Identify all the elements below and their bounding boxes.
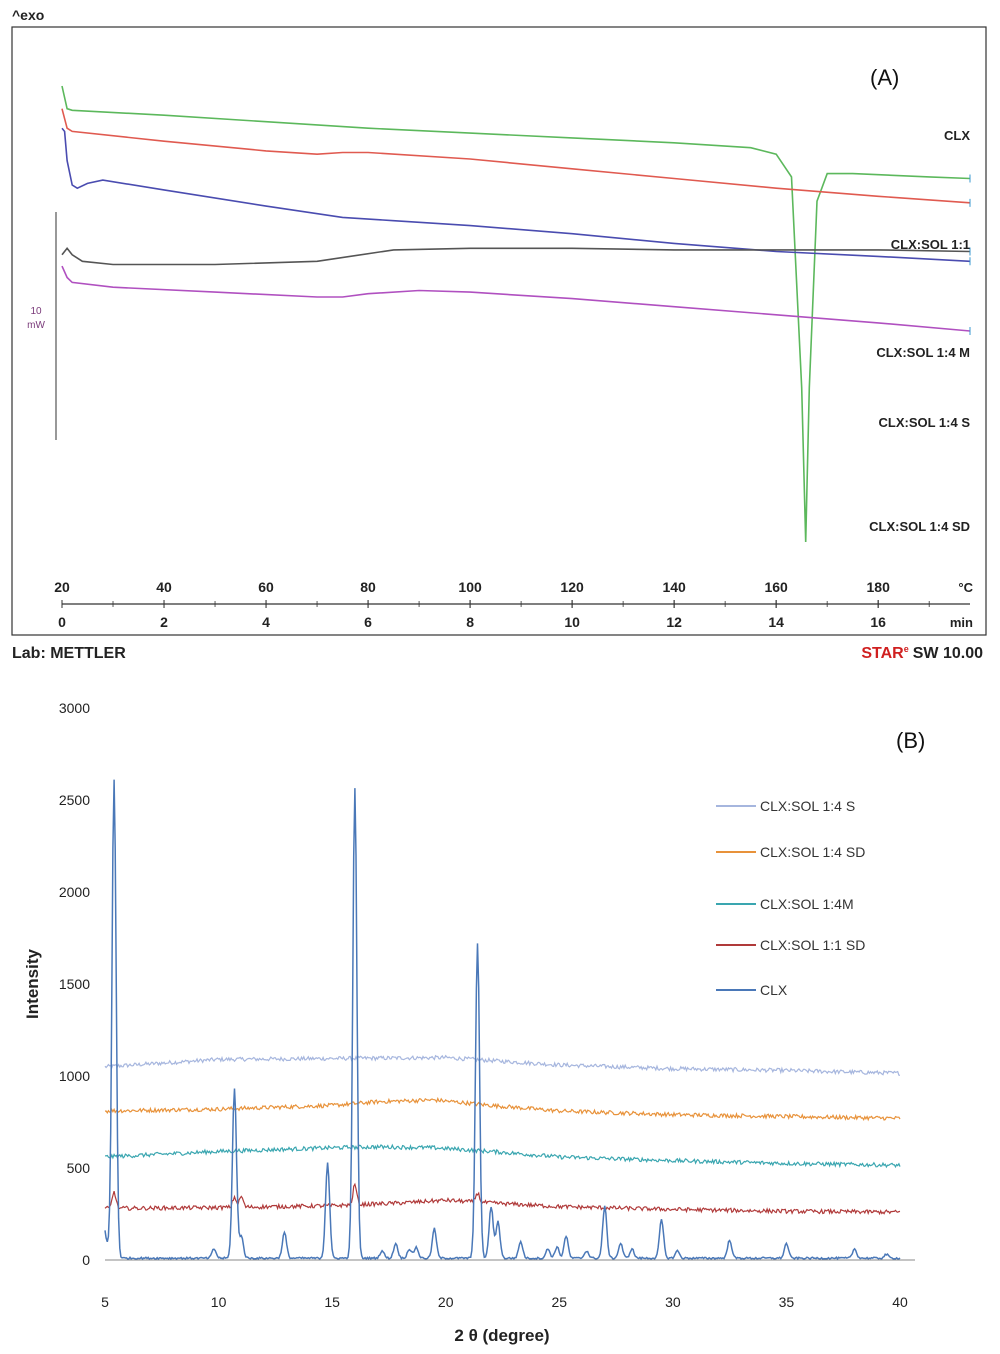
dsc-curve-clx-sol-1-4-sd — [61, 265, 971, 332]
dsc-series-labels: CLX CLX:SOL 1:1 CLX:SOL 1:4 M CLX:SOL 1:4 S… — [869, 128, 970, 534]
xrd-legend-label-clx: CLX — [760, 982, 788, 998]
xrd-trace-clx-sol-1-4m — [104, 1143, 901, 1169]
xrd-y-axis-title: Intensity — [23, 949, 42, 1019]
dsc-time-tick-label: 14 — [768, 614, 784, 630]
xrd-y-tick-label: 500 — [67, 1160, 91, 1176]
dsc-time-tick-label: 6 — [364, 614, 372, 630]
xrd-x-tick-label: 5 — [101, 1294, 109, 1310]
dsc-series-label-clx-sol-1-4-sd: CLX:SOL 1:4 SD — [869, 519, 970, 534]
xrd-y-tick-label: 1500 — [59, 976, 90, 992]
dsc-temp-unit: °C — [958, 580, 973, 595]
xrd-x-tick-label: 20 — [438, 1294, 454, 1310]
dsc-plot-frame — [11, 26, 987, 636]
exo-direction-label: ^exo — [12, 7, 44, 23]
scale-bar-value: 10 — [30, 306, 42, 317]
xrd-x-tick-label: 40 — [892, 1294, 908, 1310]
dsc-curve-clx-sol-1-4-m — [61, 127, 971, 263]
xrd-x-tick-label: 10 — [211, 1294, 227, 1310]
xrd-y-tick-label: 2500 — [59, 792, 90, 808]
xrd-y-tick-label: 3000 — [59, 700, 90, 716]
dsc-temp-tick-label: 80 — [360, 579, 376, 595]
xrd-legend: CLX:SOL 1:4 S CLX:SOL 1:4 SD CLX:SOL 1:4M C… — [716, 798, 865, 998]
xrd-x-axis-title: 2 θ (degree) — [454, 1326, 549, 1345]
scale-bar-unit: mW — [27, 320, 45, 331]
dsc-time-tick-label: 16 — [870, 614, 886, 630]
xrd-x-tick-label: 30 — [665, 1294, 681, 1310]
lab-label: Lab: METTLER — [12, 645, 126, 662]
dsc-temp-tick-label: 100 — [458, 579, 482, 595]
xrd-x-tick-label: 15 — [324, 1294, 340, 1310]
xrd-legend-label-clx-sol-1-4-s: CLX:SOL 1:4 S — [760, 798, 855, 814]
xrd-trace-clx-sol-1-4-sd — [104, 1096, 901, 1122]
xrd-trace-clx-sol-1-1-sd — [104, 1182, 901, 1216]
dsc-time-tick-label: 12 — [666, 614, 682, 630]
dsc-temp-tick-label: 140 — [662, 579, 686, 595]
xrd-x-tick-label: 35 — [779, 1294, 795, 1310]
xrd-legend-label-clx-sol-1-4m: CLX:SOL 1:4M — [760, 896, 854, 912]
dsc-time-tick-label: 2 — [160, 614, 168, 630]
dsc-time-tick-label: 10 — [564, 614, 580, 630]
panel-a-letter: (A) — [870, 65, 899, 90]
xrd-pattern-panel: (B) 0 500 1000 1500 2000 2500 3000 5 10 15 20 25 30 3… — [23, 700, 925, 1345]
dsc-series-label-clx: CLX — [944, 128, 970, 143]
dsc-curve-clx-sol-1-1 — [61, 108, 971, 204]
dsc-temp-tick-label: 40 — [156, 579, 172, 595]
xrd-y-tick-label: 0 — [82, 1252, 90, 1268]
dsc-thermogram-panel: ^exo (A) 10 mW CLX CLX:SOL 1:1 CLX:SOL 1:4… — [11, 7, 987, 662]
dsc-curve-clx — [61, 85, 971, 543]
dsc-x-axis: 20 40 60 80 100 120 140 160 180 0 2 4 6 8 10 12 14 16 °C mi… — [54, 579, 973, 630]
xrd-y-tick-label: 2000 — [59, 884, 90, 900]
dsc-series-label-clx-sol-1-4-s: CLX:SOL 1:4 S — [878, 415, 970, 430]
xrd-x-tick-label: 25 — [551, 1294, 567, 1310]
xrd-trace-clx — [104, 779, 901, 1261]
dsc-temp-tick-label: 160 — [764, 579, 788, 595]
xrd-y-tick-label: 1000 — [59, 1068, 90, 1084]
xrd-axes: 0 500 1000 1500 2000 2500 3000 5 10 15 20 25 30 35 40 2… — [23, 700, 915, 1345]
dsc-temp-tick-label: 60 — [258, 579, 274, 595]
xrd-trace-clx-sol-1-4-s — [104, 1054, 901, 1076]
dsc-time-unit: min — [950, 615, 973, 630]
dsc-temp-tick-label: 20 — [54, 579, 70, 595]
software-label: STARe SW 10.00 — [861, 644, 983, 662]
xrd-legend-label-clx-sol-1-4-sd: CLX:SOL 1:4 SD — [760, 844, 865, 860]
xrd-legend-label-clx-sol-1-1-sd: CLX:SOL 1:1 SD — [760, 937, 865, 953]
dsc-series-label-clx-sol-1-4-m: CLX:SOL 1:4 M — [876, 345, 970, 360]
dsc-temp-tick-label: 120 — [560, 579, 584, 595]
dsc-curve-clx-sol-1-4-s — [61, 247, 971, 266]
xrd-curves — [104, 779, 901, 1261]
dsc-series-label-clx-sol-1-1: CLX:SOL 1:1 — [891, 237, 970, 252]
dsc-curves — [61, 85, 971, 543]
dsc-time-tick-label: 4 — [262, 614, 270, 630]
panel-b-letter: (B) — [896, 728, 925, 753]
dsc-time-tick-label: 8 — [466, 614, 474, 630]
dsc-temp-tick-label: 180 — [867, 579, 891, 595]
dsc-time-tick-label: 0 — [58, 614, 66, 630]
